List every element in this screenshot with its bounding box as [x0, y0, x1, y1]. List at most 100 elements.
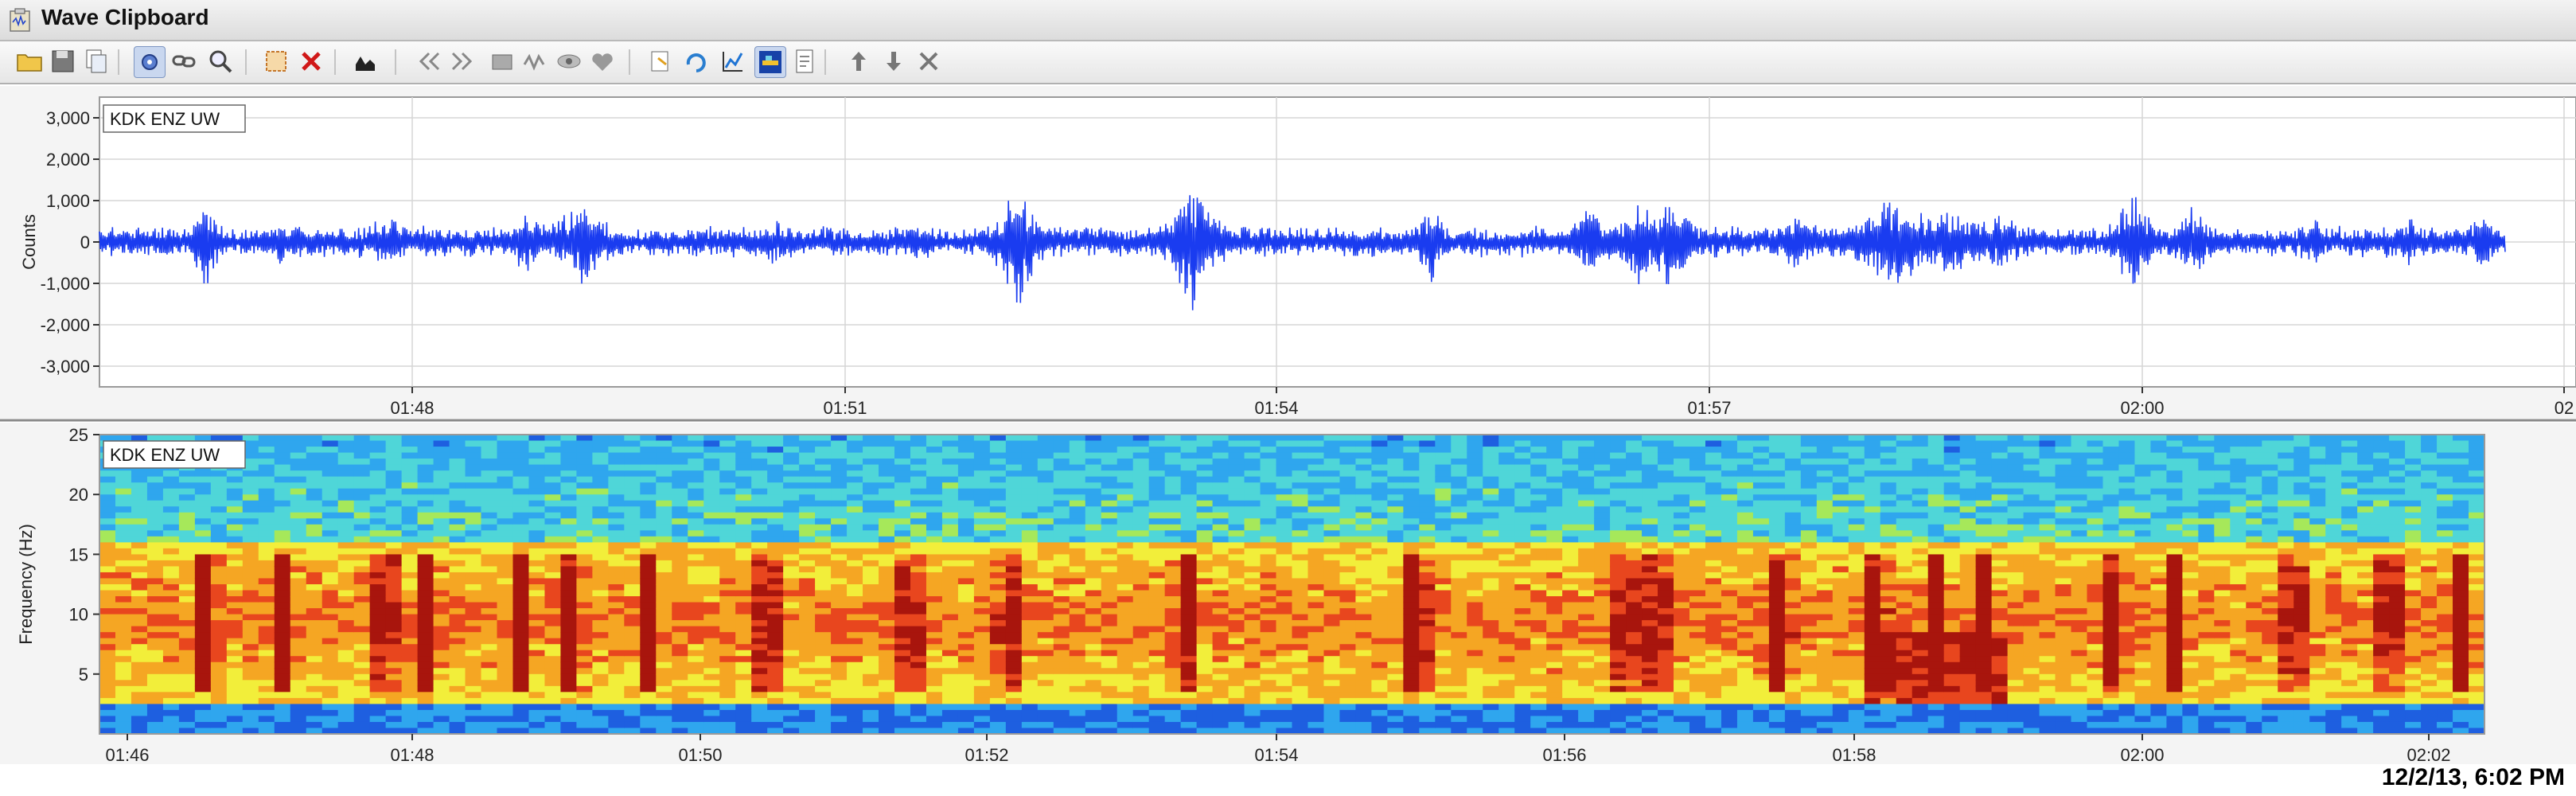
spectrogram-cell	[401, 661, 419, 669]
spectrogram-cell	[1451, 668, 1467, 675]
spectrogram-cell	[497, 656, 514, 663]
spectrogram-cell	[178, 650, 196, 657]
spectrogram-cell	[1180, 536, 1198, 543]
spectrogram-cell	[258, 548, 275, 555]
spectrogram-cell	[672, 578, 688, 585]
clip-button[interactable]	[350, 46, 380, 76]
spectrogram-cell	[1180, 482, 1198, 490]
heart-button[interactable]	[587, 46, 618, 76]
spectrogram-cell	[1387, 447, 1404, 454]
chart-button[interactable]	[718, 46, 748, 76]
remove-button[interactable]	[296, 46, 326, 76]
spectrogram-cell	[210, 560, 228, 568]
spectrogram-cell	[1117, 500, 1134, 507]
spectrogram-cell	[1371, 692, 1388, 699]
spectrogram-cell	[879, 506, 895, 513]
copy-button[interactable]	[81, 46, 111, 76]
spectrogram-cell	[1276, 560, 1293, 568]
spectrogram-cell	[1292, 656, 1309, 663]
spectrogram-cell	[894, 536, 911, 543]
spectrogram-cell	[989, 500, 1007, 507]
spectrogram-cell	[815, 602, 832, 609]
spectrogram-cell	[115, 476, 132, 483]
spectrogram-cell	[910, 709, 927, 717]
spectrogram-cell	[1498, 554, 1515, 561]
rotate-button[interactable]	[681, 46, 711, 76]
save-button[interactable]	[48, 46, 78, 76]
spectrogram-cell	[1355, 482, 1372, 490]
eye-button[interactable]	[554, 46, 584, 76]
spectrogram-cell	[719, 458, 736, 466]
spectrogram-cell	[99, 692, 116, 699]
spectrogram-cell	[528, 566, 546, 573]
zoom-button[interactable]	[205, 46, 236, 76]
open-folder-button[interactable]	[14, 46, 45, 76]
forward-button[interactable]	[447, 46, 477, 76]
link-button[interactable]	[169, 46, 199, 76]
spectrogram-cell	[369, 470, 387, 478]
spectrogram-cell	[1578, 482, 1595, 490]
spectrogram-cell	[910, 716, 927, 723]
spectrogram-cell	[1483, 692, 1499, 699]
spectrogram-cell	[210, 596, 228, 603]
spectrogram-cell	[973, 644, 991, 651]
spectrogram-button[interactable]	[754, 46, 786, 78]
clear-button[interactable]	[261, 46, 291, 76]
spectrogram-cell	[894, 566, 911, 573]
spectrogram-cell	[656, 692, 672, 699]
wave-shape-button[interactable]	[520, 46, 551, 76]
spectrogram-cell	[1069, 572, 1086, 579]
spectrogram-cell	[1164, 512, 1182, 519]
close-button[interactable]	[914, 46, 944, 76]
spectrogram-cell	[767, 494, 784, 501]
spectrogram-cell	[1483, 506, 1499, 513]
spectrogram-cell	[879, 518, 895, 525]
spectrogram-cell	[353, 482, 371, 490]
spectrogram-cell	[1339, 458, 1357, 466]
gaps-button[interactable]	[487, 46, 517, 76]
spectrogram-cell	[512, 572, 530, 579]
spectrogram-cell	[178, 590, 196, 597]
settings-button[interactable]	[134, 46, 166, 78]
spectrogram-cell	[1132, 602, 1150, 609]
spectrogram-cell	[1355, 512, 1372, 519]
spectrogram-cell	[815, 458, 832, 466]
spectrogram-cell	[863, 685, 879, 693]
spectrogram-cell	[735, 566, 752, 573]
spectrogram-cell	[1228, 680, 1245, 687]
spectrogram-cell	[1355, 464, 1372, 471]
spectrogram-cell	[831, 614, 848, 621]
spectrogram-cell	[1148, 536, 1166, 543]
spectrogram-cell	[1021, 447, 1039, 454]
spectrogram-cell	[1085, 656, 1102, 663]
document-button[interactable]	[789, 46, 820, 76]
spectrogram-cell	[1498, 590, 1515, 597]
spectrogram-cell	[417, 685, 435, 693]
spectrogram-cell	[576, 447, 593, 454]
spectrogram-cell	[1307, 476, 1325, 483]
spectrogram-cell	[1101, 560, 1118, 568]
spectrogram-cell	[258, 482, 275, 490]
up-arrow-button[interactable]	[844, 46, 874, 76]
spectrogram-cell	[624, 548, 641, 555]
spectrogram-cell	[879, 626, 895, 633]
spectrogram-cell	[274, 638, 291, 645]
spectrogram-cell	[210, 476, 228, 483]
spectrogram-cell	[417, 673, 435, 681]
spectrogram-cell	[767, 452, 784, 459]
back-button[interactable]	[414, 46, 444, 76]
spectrogram-cell	[258, 596, 275, 603]
spectrogram-cell	[322, 728, 339, 735]
spectrogram-cell	[910, 644, 927, 651]
down-arrow-button[interactable]	[879, 46, 909, 76]
spectrogram-cell	[1148, 470, 1166, 478]
spectrogram-cell	[528, 596, 546, 603]
export-button[interactable]	[646, 46, 676, 76]
spectrogram-cell	[162, 704, 180, 711]
spectrogram-cell	[672, 572, 688, 579]
spectrogram-cell	[1148, 452, 1166, 459]
spectrogram-cell	[719, 524, 736, 531]
spectrogram-cell	[274, 692, 291, 699]
spectrogram-cell	[863, 512, 879, 519]
spectrogram-cell	[1339, 566, 1357, 573]
